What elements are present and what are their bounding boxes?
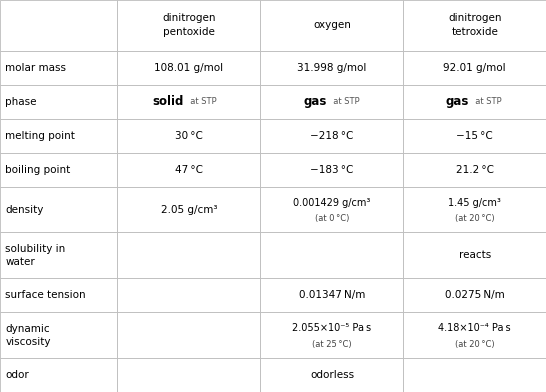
Text: at STP: at STP <box>470 97 502 106</box>
Bar <box>0 358 117 392</box>
Text: oxygen: oxygen <box>313 20 351 31</box>
Bar <box>117 0 260 51</box>
Text: 4.18×10⁻⁴ Pa s: 4.18×10⁻⁴ Pa s <box>438 323 511 333</box>
Bar <box>403 152 546 187</box>
Bar <box>403 312 546 358</box>
Bar <box>0 187 117 232</box>
Bar <box>0 119 117 152</box>
Text: at STP: at STP <box>328 97 359 106</box>
Text: gas: gas <box>446 95 469 108</box>
Bar <box>117 187 260 232</box>
Bar <box>403 119 546 152</box>
Text: at STP: at STP <box>185 97 216 106</box>
Bar <box>117 85 260 119</box>
Text: density: density <box>5 205 44 214</box>
Bar <box>117 152 260 187</box>
Bar <box>0 85 117 119</box>
Bar <box>0 51 117 85</box>
Text: (at 20 °C): (at 20 °C) <box>455 340 495 349</box>
Bar <box>260 358 403 392</box>
Text: dinitrogen
pentoxide: dinitrogen pentoxide <box>162 13 216 38</box>
Text: 108.01 g/mol: 108.01 g/mol <box>155 63 223 73</box>
Bar <box>403 0 546 51</box>
Text: 47 °C: 47 °C <box>175 165 203 174</box>
Text: dinitrogen
tetroxide: dinitrogen tetroxide <box>448 13 501 38</box>
Text: 1.45 g/cm³: 1.45 g/cm³ <box>448 198 501 208</box>
Bar <box>403 358 546 392</box>
Text: (at 20 °C): (at 20 °C) <box>455 214 495 223</box>
Bar <box>260 0 403 51</box>
Text: dynamic
viscosity: dynamic viscosity <box>5 323 51 347</box>
Bar <box>117 119 260 152</box>
Bar <box>403 51 546 85</box>
Bar <box>403 85 546 119</box>
Bar <box>117 278 260 312</box>
Text: boiling point: boiling point <box>5 165 71 174</box>
Bar <box>260 312 403 358</box>
Text: molar mass: molar mass <box>5 63 67 73</box>
Text: odor: odor <box>5 370 29 380</box>
Bar <box>0 0 117 51</box>
Text: 92.01 g/mol: 92.01 g/mol <box>443 63 506 73</box>
Bar <box>260 152 403 187</box>
Bar <box>117 232 260 278</box>
Text: (at 25 °C): (at 25 °C) <box>312 340 352 349</box>
Text: 30 °C: 30 °C <box>175 131 203 141</box>
Bar <box>260 232 403 278</box>
Text: gas: gas <box>303 95 327 108</box>
Bar <box>403 232 546 278</box>
Bar <box>260 85 403 119</box>
Text: reacts: reacts <box>459 250 491 260</box>
Bar <box>260 187 403 232</box>
Text: −183 °C: −183 °C <box>310 165 354 174</box>
Text: 2.05 g/cm³: 2.05 g/cm³ <box>161 205 217 214</box>
Bar <box>117 51 260 85</box>
Text: 0.0275 N/m: 0.0275 N/m <box>445 290 505 300</box>
Text: (at 0 °C): (at 0 °C) <box>315 214 349 223</box>
Text: 0.01347 N/m: 0.01347 N/m <box>299 290 365 300</box>
Text: surface tension: surface tension <box>5 290 86 300</box>
Bar <box>403 187 546 232</box>
Bar <box>260 119 403 152</box>
Text: −218 °C: −218 °C <box>310 131 354 141</box>
Text: 21.2 °C: 21.2 °C <box>456 165 494 174</box>
Bar <box>117 312 260 358</box>
Bar <box>0 278 117 312</box>
Bar <box>403 278 546 312</box>
Bar <box>0 152 117 187</box>
Text: solubility in
water: solubility in water <box>5 244 66 267</box>
Bar <box>0 232 117 278</box>
Text: 2.055×10⁻⁵ Pa s: 2.055×10⁻⁵ Pa s <box>293 323 371 333</box>
Text: 0.001429 g/cm³: 0.001429 g/cm³ <box>293 198 371 208</box>
Text: solid: solid <box>152 95 183 108</box>
Text: 31.998 g/mol: 31.998 g/mol <box>297 63 367 73</box>
Bar <box>117 358 260 392</box>
Bar <box>260 278 403 312</box>
Text: odorless: odorless <box>310 370 354 380</box>
Bar <box>260 51 403 85</box>
Bar <box>0 312 117 358</box>
Text: −15 °C: −15 °C <box>456 131 493 141</box>
Text: phase: phase <box>5 97 37 107</box>
Text: melting point: melting point <box>5 131 75 141</box>
